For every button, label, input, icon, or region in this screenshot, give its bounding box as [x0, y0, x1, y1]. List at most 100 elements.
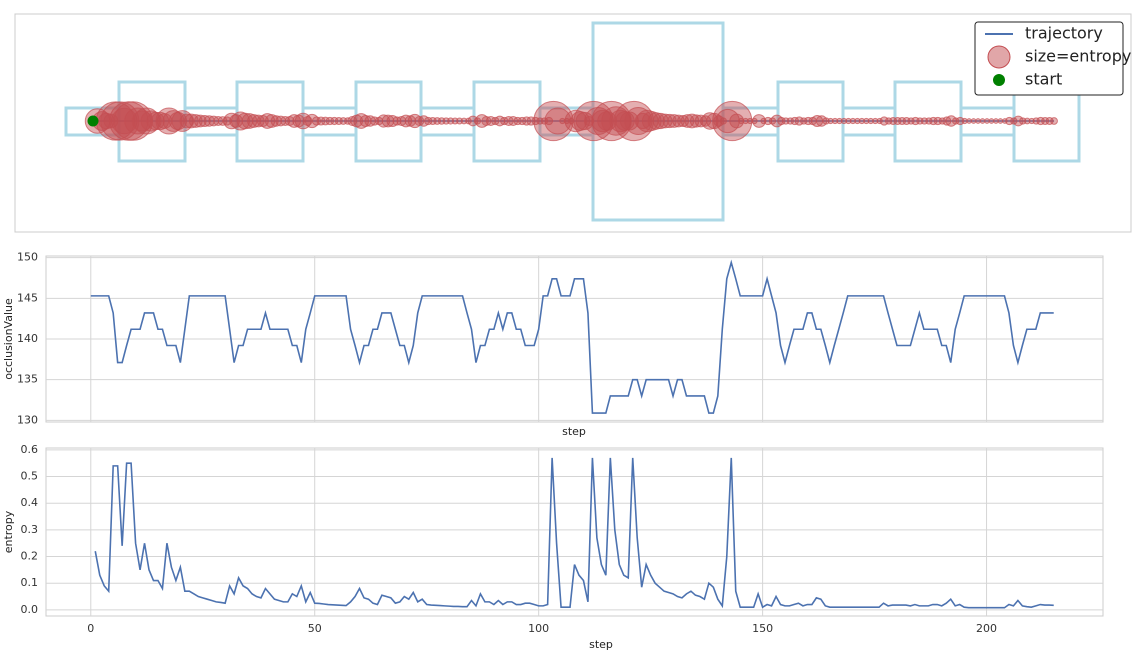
- entropy-bubble: [786, 117, 795, 125]
- legend-box: [974, 21, 1124, 96]
- legend: trajectory size=entropy start: [974, 21, 1131, 96]
- entropy-bubble: [508, 115, 519, 127]
- entropy-bubble: [396, 115, 407, 127]
- entropy-bubble: [131, 110, 153, 132]
- entropy-bubble: [188, 114, 203, 128]
- entropy-bubble: [264, 114, 279, 128]
- legend-start: [993, 74, 1005, 86]
- entropy-bubble: [800, 117, 808, 125]
- entropy-bubble: [193, 114, 207, 128]
- entropy-bubble: [752, 114, 766, 128]
- entropy-bubble: [845, 117, 852, 125]
- y-axis-label: occlusionValue: [2, 298, 15, 380]
- entropy-bubble: [1050, 117, 1058, 125]
- entropy-bubble: [738, 117, 745, 125]
- entropy-bubble: [822, 117, 830, 125]
- entropy-bubble: [168, 111, 188, 131]
- entropy-bubble: [849, 117, 857, 125]
- entropy-bubble: [701, 112, 719, 130]
- entropy-bubble: [719, 117, 727, 125]
- entropy-bubble: [667, 114, 681, 128]
- entropy-bubble: [858, 117, 865, 125]
- y-tick-label: 0.2: [21, 550, 39, 563]
- entropy-bubble: [1032, 117, 1040, 125]
- x-tick-label: 200: [976, 622, 997, 635]
- entropy-bubble: [662, 113, 677, 129]
- entropy-bubble: [956, 116, 965, 126]
- x-axis-label: step: [562, 425, 586, 438]
- entropy-bubble: [231, 111, 251, 131]
- entropy-bubble: [827, 117, 834, 125]
- entropy-bubble: [241, 113, 258, 129]
- entropy-bubble: [988, 118, 995, 124]
- entropy-bubble: [840, 117, 848, 125]
- legend-label: trajectory: [1025, 24, 1103, 43]
- entropy-bubble: [984, 118, 990, 124]
- entropy-bubble: [381, 114, 395, 128]
- entropy-bubble: [689, 114, 704, 128]
- entropy-bubble: [647, 112, 665, 130]
- entropy-bubble: [831, 117, 839, 125]
- entropy-bubble: [287, 114, 302, 128]
- data-line: [94, 457, 1054, 609]
- entropy-bubble: [533, 100, 574, 142]
- entropy-bubble: [699, 115, 712, 127]
- y-tick-label: 0.5: [21, 470, 39, 483]
- y-tick-label: 150: [17, 251, 38, 264]
- y-tick-label: 140: [17, 332, 38, 345]
- x-tick-label: 0: [87, 622, 94, 635]
- entropy-bubble: [325, 116, 335, 126]
- entropy-bubble: [162, 110, 185, 132]
- entropy-bubble: [863, 117, 870, 125]
- entropy-bubble: [460, 117, 468, 125]
- entropy-bubble: [872, 117, 879, 125]
- entropy-bubble: [836, 117, 843, 125]
- x-tick-label: 150: [752, 622, 773, 635]
- entropy-bubble: [321, 116, 330, 126]
- y-tick-label: 135: [17, 373, 38, 386]
- entropy-bubble: [353, 113, 370, 129]
- legend-label: start: [1025, 70, 1062, 89]
- entropy-bubble: [259, 113, 276, 129]
- entropy-bubble: [619, 111, 639, 131]
- entropy-bubble: [414, 115, 425, 127]
- y-axis-label: entropy: [2, 510, 15, 553]
- x-tick-label: 100: [528, 622, 549, 635]
- entropy-bubble: [979, 118, 986, 124]
- y-tick-label: 0.0: [21, 603, 39, 616]
- entropy-bubble: [252, 114, 265, 128]
- y-tick-label: 0.6: [21, 443, 39, 456]
- entropy-bubble: [641, 111, 662, 131]
- map-marks: [84, 100, 1058, 142]
- entropy-bubble: [867, 117, 874, 125]
- entropy-bubble: [929, 116, 938, 126]
- y-tick-label: 0.3: [21, 523, 39, 536]
- x-tick-label: 50: [308, 622, 322, 635]
- y-tick-label: 145: [17, 291, 38, 304]
- legend-bubble: [987, 45, 1011, 69]
- entropy-bubble: [993, 118, 999, 124]
- entropy-bubble: [359, 114, 372, 128]
- axes-frame: [45, 447, 1104, 617]
- entropy-bubble: [1023, 117, 1031, 125]
- y-tick-label: 130: [17, 413, 38, 426]
- entropy-bubble: [183, 113, 199, 129]
- entropy-bubble: [684, 113, 700, 129]
- entropy-bubble: [907, 117, 915, 125]
- entropy-bubble: [316, 116, 326, 126]
- legend-label: size=entropy: [1025, 47, 1131, 66]
- entropy-bubble: [369, 116, 380, 126]
- entropy-bubble: [742, 117, 749, 125]
- x-axis-label: step: [589, 638, 613, 651]
- entropy-bubble: [942, 116, 952, 126]
- entropy-bubble: [198, 114, 211, 128]
- entropy-bubble: [966, 118, 972, 124]
- entropy-bubble: [513, 116, 522, 126]
- entropy-bubble: [975, 118, 981, 124]
- entropy-bubble: [376, 114, 391, 128]
- entropy-bubble: [925, 117, 933, 125]
- entropy-bubble: [124, 107, 152, 135]
- entropy-bubble: [854, 117, 861, 125]
